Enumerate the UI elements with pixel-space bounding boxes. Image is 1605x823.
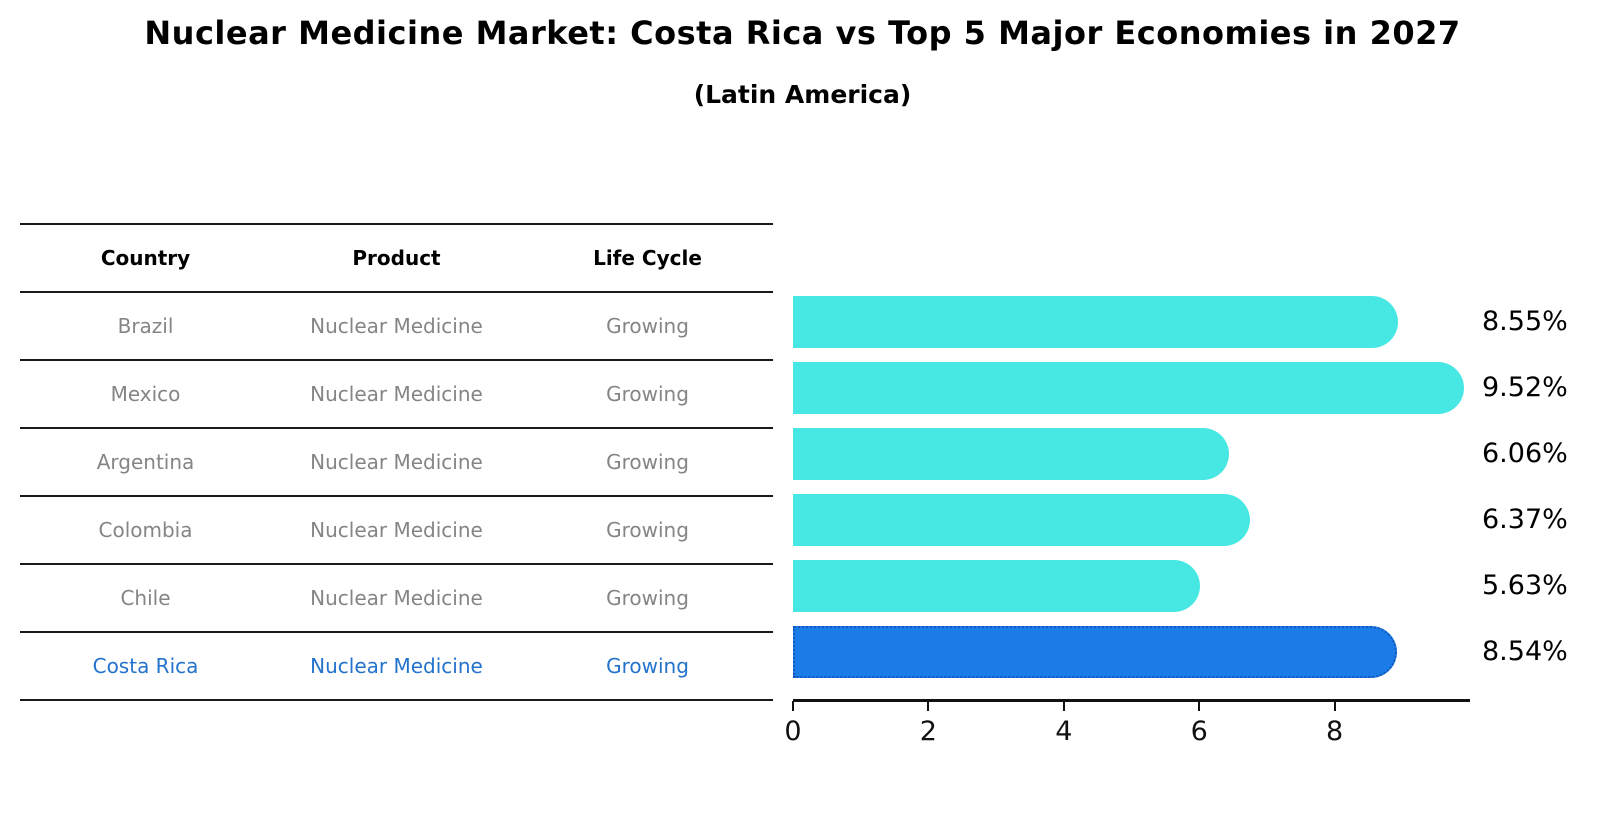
table-row: Mexico Nuclear Medicine Growing <box>20 359 773 427</box>
value-label: 8.54% <box>1482 636 1568 667</box>
table-cell-country: Costa Rica <box>92 654 199 678</box>
value-label: 6.37% <box>1482 504 1568 535</box>
x-axis-line <box>793 699 1470 702</box>
table-header-row: Country Product Life Cycle <box>20 223 773 291</box>
table-cell-life-cycle: Growing <box>606 382 689 406</box>
bar-brazil <box>793 296 1398 348</box>
chart-subtitle: (Latin America) <box>693 80 912 109</box>
column-header-country: Country <box>100 246 191 270</box>
table-cell-country: Chile <box>120 586 171 610</box>
table-cell-life-cycle: Growing <box>606 314 689 338</box>
value-label: 9.52% <box>1482 372 1568 403</box>
bar-colombia <box>793 494 1251 546</box>
bar-chile <box>793 560 1201 612</box>
table-row: Brazil Nuclear Medicine Growing <box>20 291 773 359</box>
table-cell-life-cycle: Growing <box>606 450 689 474</box>
table-cell-country: Mexico <box>110 382 181 406</box>
chart-title: Nuclear Medicine Market: Costa Rica vs T… <box>144 14 1461 52</box>
table-cell-country: Argentina <box>96 450 195 474</box>
x-axis-tick-label: 8 <box>1326 716 1344 747</box>
table-cell-life-cycle: Growing <box>606 654 689 678</box>
x-axis-tick-label: 4 <box>1055 716 1073 747</box>
table-row: Chile Nuclear Medicine Growing <box>20 563 773 631</box>
table-cell-country: Brazil <box>117 314 174 338</box>
table-row: Costa Rica Nuclear Medicine Growing <box>20 631 773 701</box>
column-header-life-cycle: Life Cycle <box>593 246 702 270</box>
table-cell-country: Colombia <box>98 518 193 542</box>
value-label: 6.06% <box>1482 438 1568 469</box>
x-axis-tick <box>792 701 794 711</box>
bar-highlight-costa-rica <box>793 626 1398 678</box>
table-cell-life-cycle: Growing <box>606 586 689 610</box>
value-label: 5.63% <box>1482 570 1568 601</box>
table-row: Argentina Nuclear Medicine Growing <box>20 427 773 495</box>
x-axis-tick-label: 2 <box>919 716 937 747</box>
x-axis-tick <box>927 701 930 711</box>
table-cell-product: Nuclear Medicine <box>310 314 483 338</box>
table-body: Brazil Nuclear Medicine Growing Mexico Nucle… <box>20 291 773 701</box>
table-cell-product: Nuclear Medicine <box>310 586 483 610</box>
table-cell-life-cycle: Growing <box>606 518 689 542</box>
x-axis-tick <box>1198 701 1201 711</box>
value-label: 8.55% <box>1482 306 1568 337</box>
table-cell-product: Nuclear Medicine <box>310 450 483 474</box>
x-axis-tick <box>1333 701 1336 711</box>
column-header-product: Product <box>352 246 441 270</box>
table-row: Colombia Nuclear Medicine Growing <box>20 495 773 563</box>
x-axis-tick-label: 0 <box>784 716 802 747</box>
x-axis-tick-label: 6 <box>1190 716 1208 747</box>
bar-mexico <box>793 362 1464 414</box>
country-table: Country Product Life Cycle Brazil Nuclear… <box>20 223 773 701</box>
x-axis-tick <box>1062 701 1065 711</box>
table-cell-product: Nuclear Medicine <box>310 654 483 678</box>
table-cell-product: Nuclear Medicine <box>310 518 483 542</box>
table-cell-product: Nuclear Medicine <box>310 382 483 406</box>
bar-argentina <box>793 428 1230 480</box>
